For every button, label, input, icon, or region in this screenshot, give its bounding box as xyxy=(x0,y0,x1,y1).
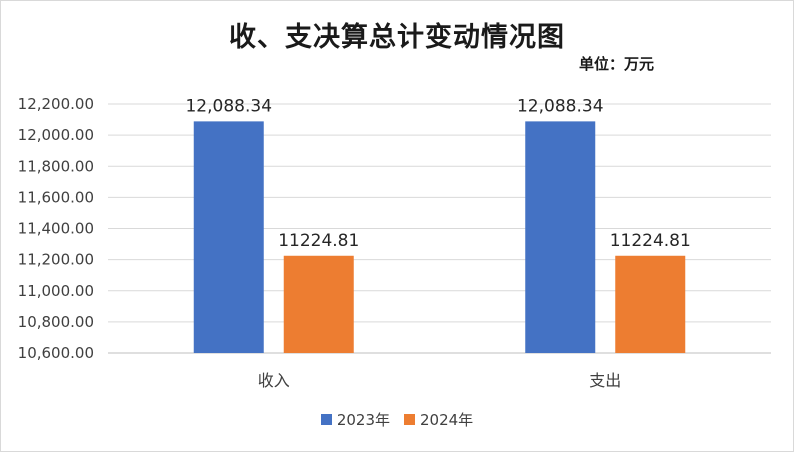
y-tick-label: 11,000.00 xyxy=(18,282,94,300)
data-label: 11224.81 xyxy=(610,231,691,251)
bar xyxy=(615,255,686,353)
x-axis-category-labels: 收入 支出 xyxy=(258,371,622,390)
chart-title: 收、支决算总计变动情况图 xyxy=(229,22,565,53)
legend-item-2024: 2024年 xyxy=(404,409,473,430)
bar xyxy=(193,121,264,353)
data-label: 12,088.34 xyxy=(517,96,604,116)
y-tick-label: 12,000.00 xyxy=(18,126,94,144)
legend-swatch-2023 xyxy=(320,414,332,425)
category-label: 支出 xyxy=(589,371,621,390)
y-tick-label: 10,600.00 xyxy=(18,344,94,362)
bar xyxy=(525,121,596,353)
data-labels: 12,088.34 11224.81 12,088.34 11224.81 xyxy=(185,96,690,250)
legend-label-2024: 2024年 xyxy=(420,411,474,429)
data-label: 11224.81 xyxy=(278,231,359,251)
y-tick-label: 12,200.00 xyxy=(18,95,94,113)
unit-label: 单位：万元 xyxy=(579,55,655,73)
legend-label-2023: 2023年 xyxy=(336,411,390,429)
y-axis-tick-labels: 10,600.00 10,800.00 11,000.00 11,200.00 11,4… xyxy=(18,95,94,362)
category-label: 收入 xyxy=(258,371,290,390)
legend-swatch-2024 xyxy=(404,414,415,425)
y-tick-label: 11,600.00 xyxy=(18,188,94,206)
y-tick-label: 11,200.00 xyxy=(18,251,94,269)
y-tick-label: 10,800.00 xyxy=(18,313,94,331)
bars xyxy=(193,121,686,353)
bar xyxy=(283,255,354,353)
y-tick-label: 11,800.00 xyxy=(18,157,94,175)
legend: 2023年 2024年 xyxy=(1,409,793,430)
legend-item-2023: 2023年 xyxy=(320,409,390,430)
y-tick-label: 11,400.00 xyxy=(18,220,94,238)
data-label: 12,088.34 xyxy=(185,96,272,116)
